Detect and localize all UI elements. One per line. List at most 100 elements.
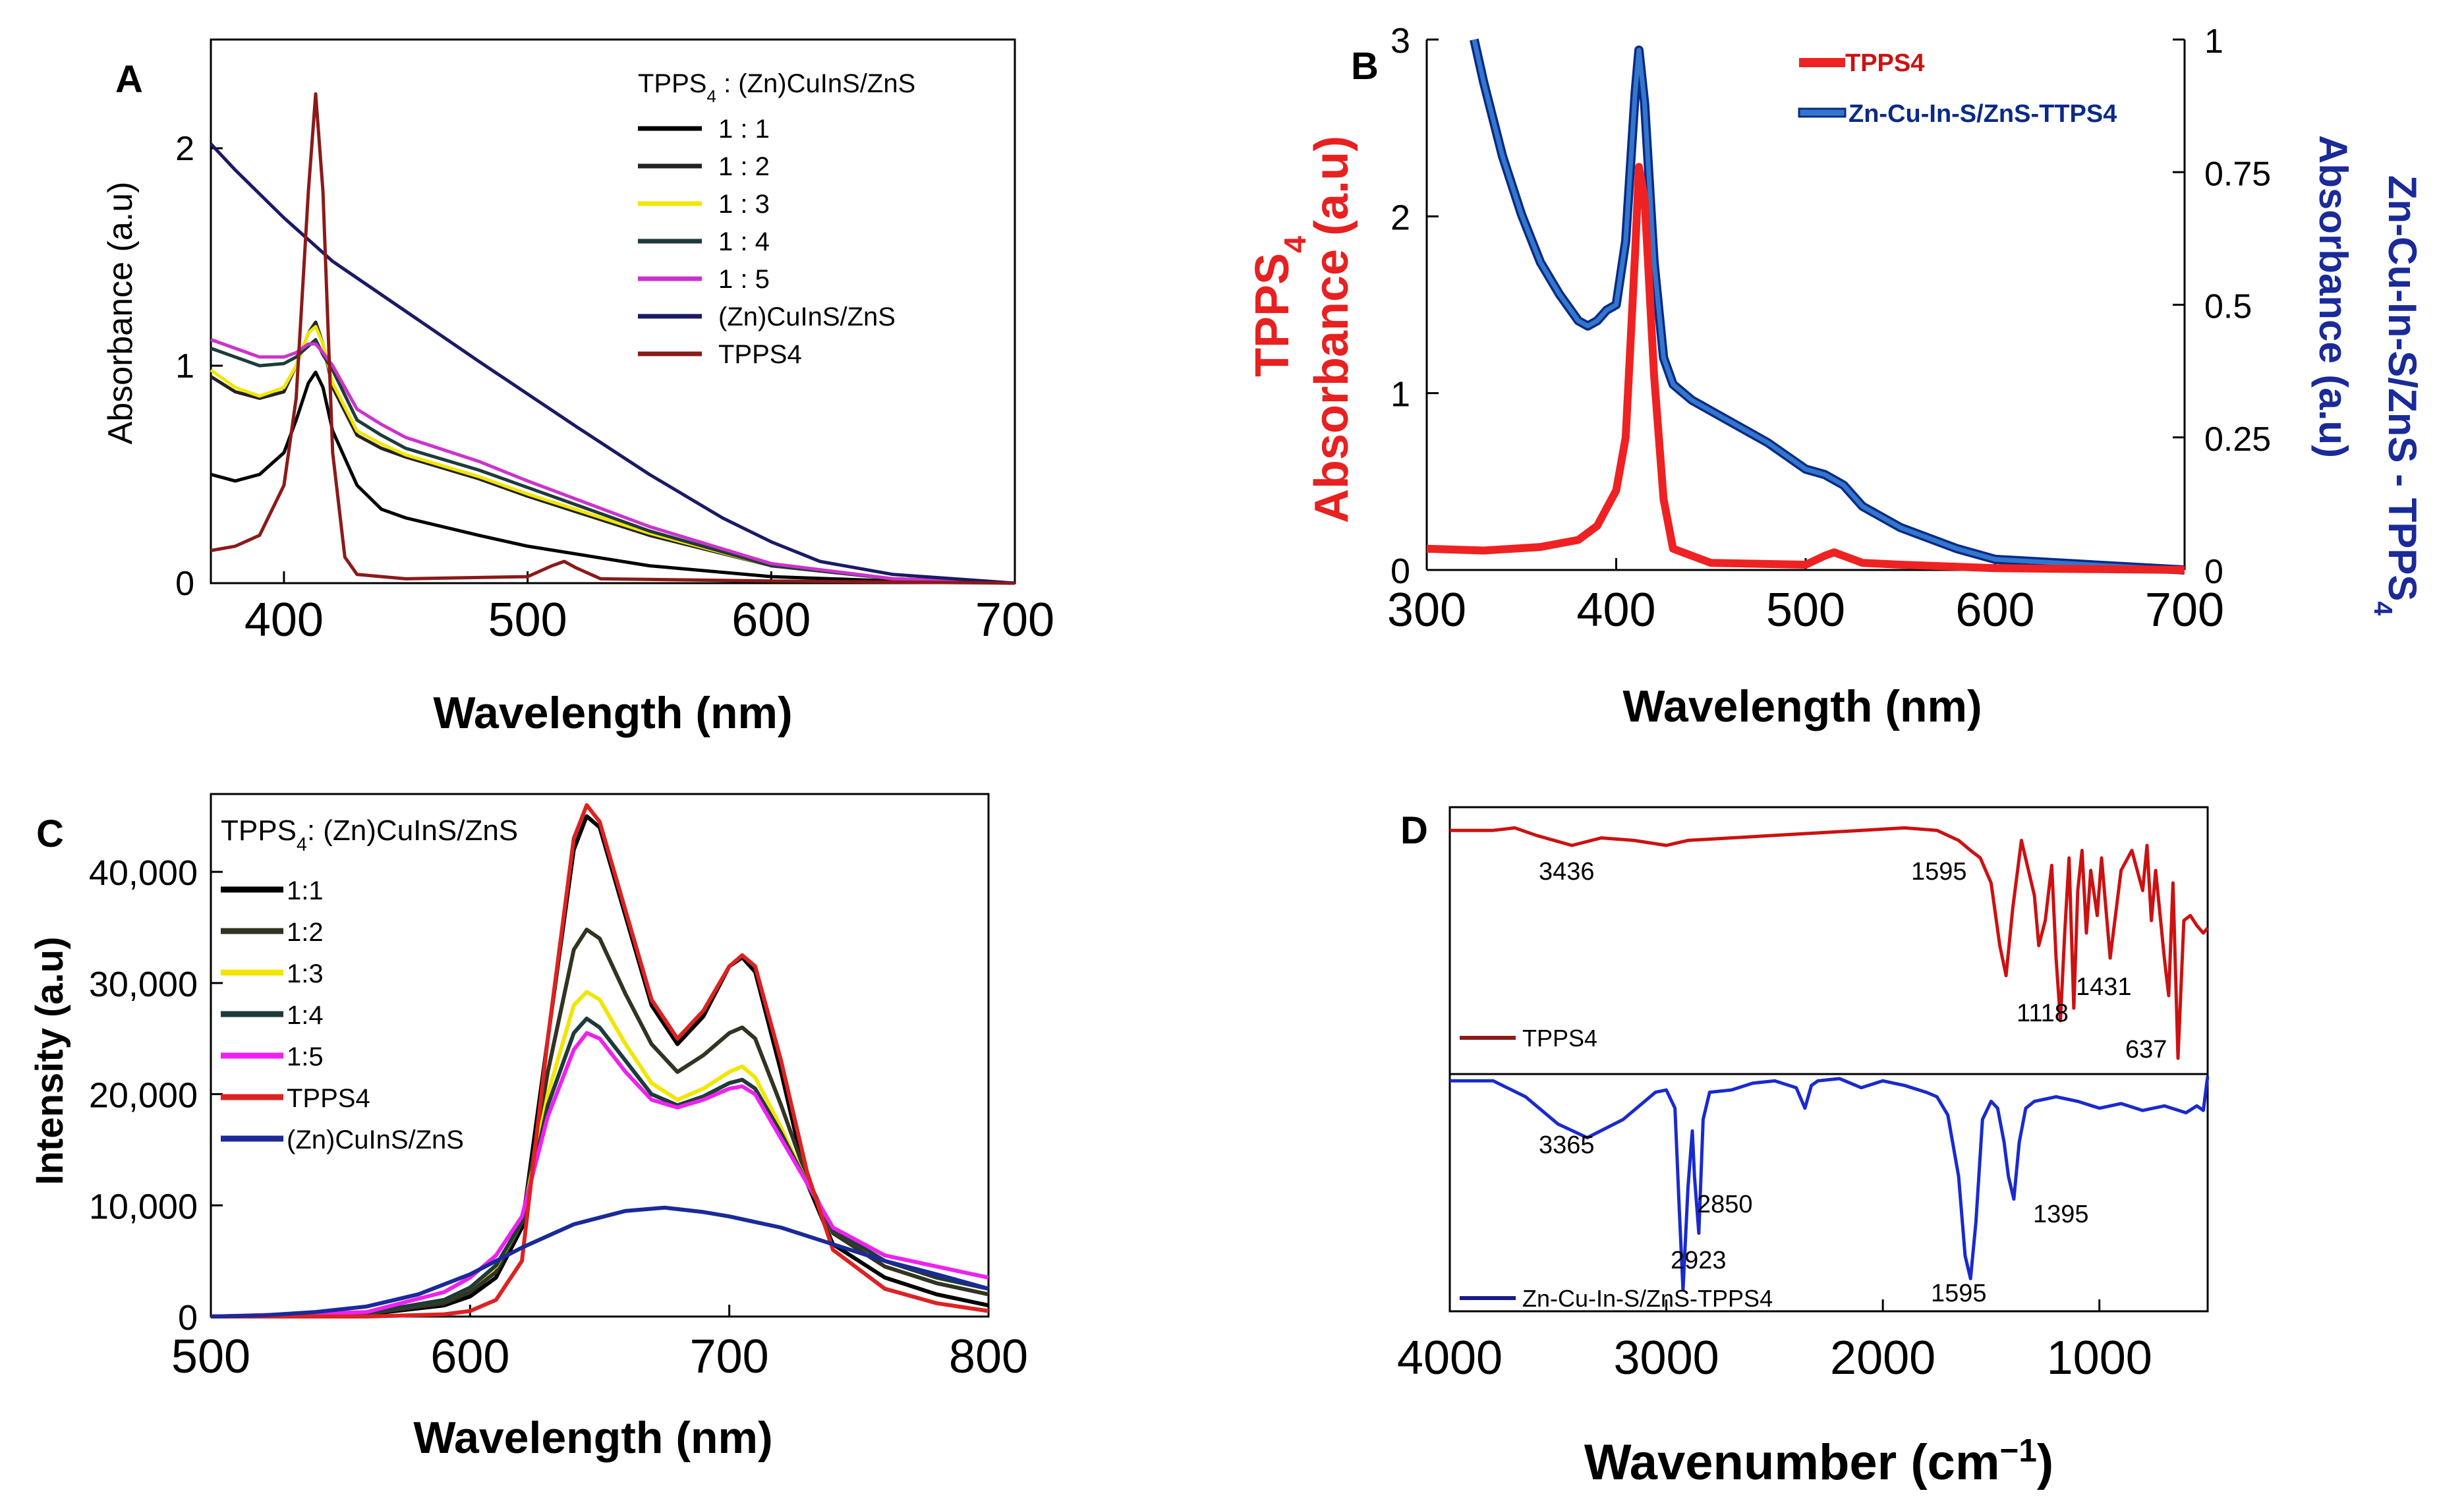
panel-c-legend-label: 1:4 [287,1001,324,1030]
panel-d-peak-annotation: 1595 [1931,1280,1987,1307]
panel-a-series-line [210,142,1016,585]
panel-a-legend-label: TPPS4 [718,340,802,369]
panel-a-legend-label: 1 : 2 [718,152,770,181]
panel-c-ytick-label: 40,000 [89,853,198,893]
panel-b-xtick-label: 700 [2145,584,2224,637]
panel-d-xlabel-part: Wavenumber (cm [1584,1434,2000,1491]
panel-a-legend-label: (Zn)CuInS/ZnS [718,302,896,331]
panel-d-series-line [1450,1076,2210,1292]
panel-c-xtick-label: 600 [430,1330,509,1383]
panel-a-ylabel: Absorbance (a.u) [101,182,140,445]
panel-a-xtick-label: 400 [244,594,324,646]
panel-b-ylabel-left-line1: TPPS4 [1246,236,1312,377]
panel-d-peak-annotation: 2850 [1697,1191,1753,1218]
panel-d-peak-annotation: 1595 [1911,858,1967,886]
panel-d-peak-annotation: 1431 [2076,973,2132,1001]
panel-c-xtick-label: 700 [690,1330,769,1383]
panel-a-legend-label: 1 : 5 [718,265,770,294]
panel-c-legend-label: 1:5 [287,1042,324,1071]
panel-b-xlabel: Wavelength (nm) [1622,681,1982,731]
panel-c-ytick-label: 20,000 [89,1076,198,1116]
panel-a-legend-label: 1 : 4 [718,227,770,256]
panel-c-legend-label: 1:2 [287,918,324,947]
panel-b-yright-tick-label: 0.75 [2204,155,2271,193]
panel-a: A 400 500 600 700 0 1 2 Wavelength (nm) Absorbanc… [101,38,1054,738]
panel-d-peak-annotation: 1395 [2033,1201,2089,1228]
panel-d: D 4000 3000 2000 1000 Wavenumber (cm−1) TPPS4 Z… [1397,806,2210,1491]
panel-d-peak-annotation: 637 [2125,1036,2167,1064]
panel-c-xtick-label: 800 [949,1330,1028,1383]
panel-a-ytick-label: 0 [175,565,194,603]
panel-b-xtick-label: 500 [1766,584,1845,637]
panel-b-yleft-tick-label: 1 [1390,375,1410,414]
panel-c-frame [210,793,990,1318]
panel-d-xtick-label: 1000 [2047,1332,2152,1384]
panel-a-xtick-label: 600 [731,594,811,646]
panel-d-peak-annotation: 1118 [2017,1000,2069,1027]
panel-b-yleft-tick-label: 2 [1390,198,1410,237]
panel-b-legend-label: Zn-Cu-In-S/ZnS-TTPS4 [1848,100,2117,128]
panel-a-ytick-label: 1 [175,347,194,385]
panel-a-label: A [115,58,143,101]
panel-c-label: C [36,812,64,855]
panel-a-series-line [210,92,1016,585]
panel-b-legend-label: TPPS4 [1845,49,1924,77]
panel-c-legend-label: (Zn)CuInS/ZnS [287,1125,464,1154]
panel-b-series-line [1472,39,2185,573]
panel-c: C 500 600 700 800 0 10,000 20,000 30,000 40,000 Wa… [28,793,1028,1463]
panel-b-ylabel-left-line1-part: TPPS [1246,253,1299,377]
panel-b-yright-tick-label: 0.25 [2204,420,2271,459]
panel-b-ylabel-left-line1-part: 4 [1278,236,1312,253]
panel-b-ylabel-right-line2-part: Zn-Cu-In-S/ZnS - TPPS [2380,175,2424,602]
panel-a-series-line [210,325,1016,585]
panel-a-legend-title: TPPS4 : (Zn)CuInS/ZnS [638,69,915,106]
panel-c-legend-title: TPPS4: (Zn)CuInS/ZnS [221,814,518,855]
panel-d-xlabel-part: ) [2037,1434,2053,1491]
panel-c-ylabel: Intensity (a.u) [28,936,71,1185]
panel-c-ytick-label: 10,000 [89,1187,198,1226]
panel-a-series-line [210,338,1016,585]
panel-c-xlabel: Wavelength (nm) [413,1413,772,1463]
panel-b-xtick-label: 600 [1955,584,2034,637]
panel-c-legend-title-part: 4 [297,834,307,855]
panel-c-series-line [210,1031,989,1319]
panel-d-label: D [1400,809,1428,852]
panel-a-xlabel: Wavelength (nm) [433,688,792,738]
panel-b-yright-tick-label: 0 [2204,553,2223,591]
panel-c-series-line [210,814,989,1319]
panel-b-ylabel-right-line2-part: 4 [2369,601,2397,615]
panel-d-peak-annotation: 3365 [1539,1131,1595,1159]
panel-a-legend-label: 1 : 3 [718,190,770,219]
panel-b-yright-tick-label: 0.5 [2204,288,2252,326]
panel-c-legend-label: TPPS4 [287,1084,370,1113]
panel-b-yleft-tick-label: 0 [1390,552,1410,591]
panel-a-xtick-label: 700 [975,594,1054,646]
panel-b-series-line [1426,163,2185,574]
panel-c-xtick-label: 500 [171,1330,250,1383]
panel-b-yright-tick-label: 1 [2204,22,2223,61]
panel-c-legend-label: 1:3 [287,959,324,988]
panel-d-xtick-label: 2000 [1830,1332,1935,1384]
panel-c-legend-title-part: : (Zn)CuInS/ZnS [307,814,518,847]
panel-a-legend-label: 1 : 1 [718,115,770,144]
panel-a-series-line [210,320,1016,585]
panel-d-legend-label: TPPS4 [1522,1025,1597,1052]
panel-b-legend-swatch [1798,107,1847,118]
panel-a-series-line [210,370,1016,585]
panel-b-ylabel-right-line1: Absorbance (a.u) [2311,135,2355,458]
panel-d-xlabel: Wavenumber (cm−1) [1584,1433,2053,1491]
panel-d-peak-annotation: 2923 [1671,1247,1727,1274]
panel-d-xtick-label: 3000 [1613,1332,1719,1384]
panel-c-legend-title-part: TPPS [221,814,297,847]
panel-b-xtick-label: 300 [1387,584,1466,637]
panel-a-frame [210,38,1016,584]
panel-a-xtick-label: 500 [488,594,567,646]
panel-d-peak-annotation: 3436 [1539,858,1595,886]
panel-d-frame [1448,806,2209,1313]
panel-c-series-line [210,1016,989,1319]
panel-c-ytick-label: 0 [178,1298,198,1338]
panel-d-series-line [1450,826,2209,1060]
panel-a-legend-title-part: TPPS [638,69,706,98]
